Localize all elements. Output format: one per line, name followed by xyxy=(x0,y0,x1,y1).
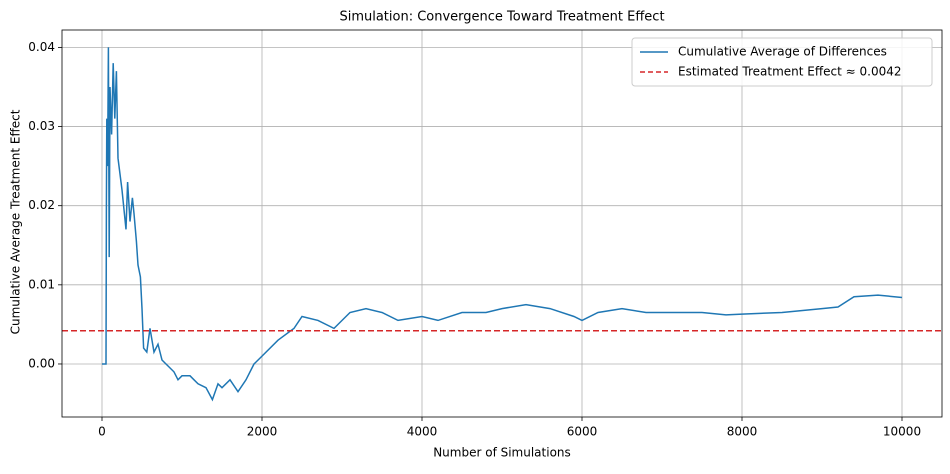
data-line xyxy=(102,47,903,402)
y-tick-label: 0.01 xyxy=(28,277,55,291)
legend-label: Estimated Treatment Effect ≈ 0.0042 xyxy=(678,65,902,79)
y-axis-label: Cumulative Average Treatment Effect xyxy=(9,109,23,334)
x-tick-label: 6000 xyxy=(567,425,598,439)
chart-title: Simulation: Convergence Toward Treatment… xyxy=(339,10,664,25)
axes-frame xyxy=(61,29,943,418)
legend-box xyxy=(631,37,933,87)
y-tick-label: 0.03 xyxy=(28,119,55,133)
legend-label: Cumulative Average of Differences xyxy=(678,45,887,59)
y-tick-label: 0.00 xyxy=(28,356,55,370)
x-tick-label: 4000 xyxy=(407,425,438,439)
x-tick-label: 0 xyxy=(98,425,106,439)
y-tick-label: 0.02 xyxy=(28,198,55,212)
x-axis-label: Number of Simulations xyxy=(433,446,571,460)
x-tick-label: 2000 xyxy=(247,425,278,439)
y-tick-label: 0.04 xyxy=(28,40,55,54)
x-tick-label: 10000 xyxy=(883,425,921,439)
x-tick-label: 8000 xyxy=(727,425,758,439)
